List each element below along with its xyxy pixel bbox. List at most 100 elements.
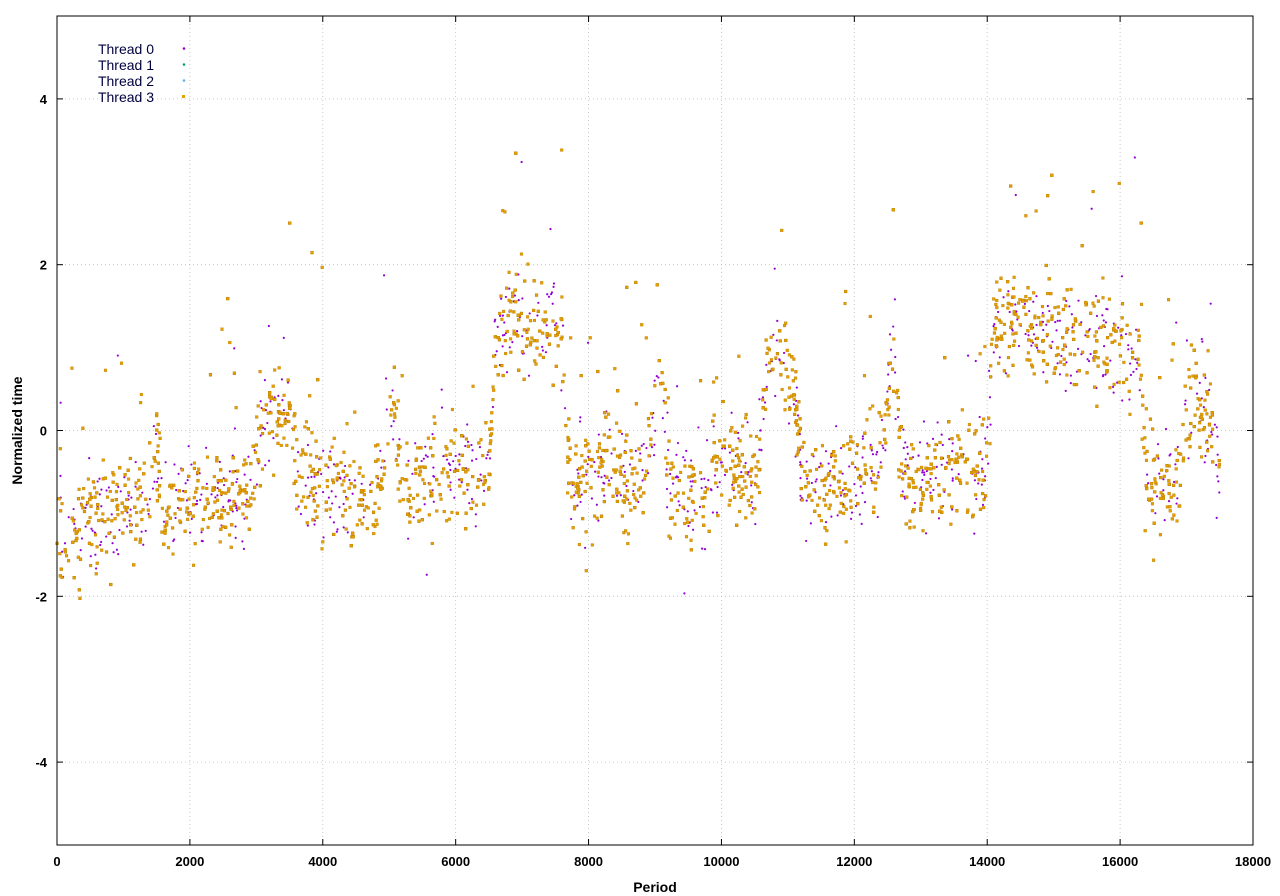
data-point <box>453 496 456 499</box>
data-point <box>385 408 388 411</box>
data-point <box>830 515 833 518</box>
data-point <box>829 484 832 487</box>
data-point <box>468 501 471 505</box>
data-point <box>1198 381 1201 384</box>
data-point <box>448 463 452 466</box>
data-point <box>432 500 435 503</box>
data-point <box>134 460 137 464</box>
data-point <box>1058 319 1062 322</box>
data-point <box>1042 328 1045 332</box>
data-point <box>329 450 332 453</box>
data-point <box>690 485 693 488</box>
data-point <box>440 388 443 391</box>
data-point <box>1109 359 1112 362</box>
data-point <box>555 322 558 325</box>
data-point <box>432 466 435 469</box>
data-point <box>1129 362 1132 365</box>
data-point <box>690 459 693 462</box>
data-point <box>96 480 99 483</box>
data-point <box>493 320 496 323</box>
data-point <box>264 464 267 467</box>
data-point <box>452 460 455 463</box>
data-point <box>674 476 678 479</box>
data-point <box>861 491 864 495</box>
data-point <box>1014 193 1017 197</box>
data-point <box>940 433 943 436</box>
data-point <box>1172 480 1176 484</box>
data-point <box>989 423 992 426</box>
data-point <box>80 537 84 540</box>
data-point <box>792 403 795 406</box>
data-point <box>503 333 506 337</box>
data-point <box>1117 326 1120 329</box>
data-point <box>488 457 492 460</box>
data-point <box>799 461 802 464</box>
data-point <box>486 453 489 456</box>
data-point <box>313 523 316 526</box>
data-point <box>1007 290 1010 293</box>
data-point <box>1070 313 1073 316</box>
data-point <box>879 461 882 464</box>
data-point <box>551 302 554 305</box>
data-point <box>620 432 624 436</box>
data-point <box>593 460 596 464</box>
data-point <box>1042 371 1045 374</box>
data-point <box>342 526 345 529</box>
data-point <box>503 321 506 324</box>
data-point <box>384 377 388 380</box>
data-point <box>747 470 750 474</box>
data-point <box>151 487 155 490</box>
data-point <box>841 472 844 475</box>
data-point <box>921 471 924 474</box>
data-point <box>442 454 445 458</box>
data-point <box>1216 475 1219 478</box>
data-point <box>172 538 176 541</box>
data-point <box>195 502 199 506</box>
data-point <box>675 453 678 456</box>
data-point <box>966 354 970 357</box>
data-point <box>1105 307 1108 311</box>
data-point <box>853 483 856 486</box>
data-point <box>762 417 765 421</box>
data-point <box>335 530 338 533</box>
data-point <box>123 476 126 479</box>
data-point <box>89 555 92 558</box>
data-point <box>496 325 499 328</box>
data-point <box>475 457 478 461</box>
data-point <box>600 476 603 479</box>
data-point <box>255 483 259 486</box>
data-point <box>515 329 519 333</box>
data-point <box>736 431 740 434</box>
data-points <box>55 148 1222 600</box>
data-point <box>634 449 637 452</box>
data-point <box>981 458 984 461</box>
data-point <box>974 359 977 363</box>
data-point <box>744 462 747 465</box>
data-point <box>235 480 238 484</box>
data-point <box>819 462 822 465</box>
data-point <box>758 448 761 451</box>
data-point <box>521 297 524 300</box>
data-point <box>424 445 427 448</box>
data-point <box>264 408 268 412</box>
data-point <box>338 476 341 479</box>
data-point <box>854 466 857 469</box>
data-point <box>504 295 507 299</box>
data-point <box>586 341 590 344</box>
data-point <box>100 540 103 544</box>
data-point <box>1041 311 1044 315</box>
data-point <box>632 489 635 493</box>
data-point <box>541 345 544 348</box>
data-point <box>1065 299 1068 303</box>
data-point <box>259 400 262 403</box>
data-point <box>1135 367 1138 371</box>
data-point <box>322 449 325 452</box>
data-point <box>934 476 937 480</box>
data-point <box>175 488 178 492</box>
data-point <box>642 442 645 446</box>
data-point <box>1204 376 1207 380</box>
data-point <box>671 482 675 485</box>
data-point <box>1024 332 1027 336</box>
data-point <box>454 454 457 458</box>
data-point <box>814 491 817 494</box>
